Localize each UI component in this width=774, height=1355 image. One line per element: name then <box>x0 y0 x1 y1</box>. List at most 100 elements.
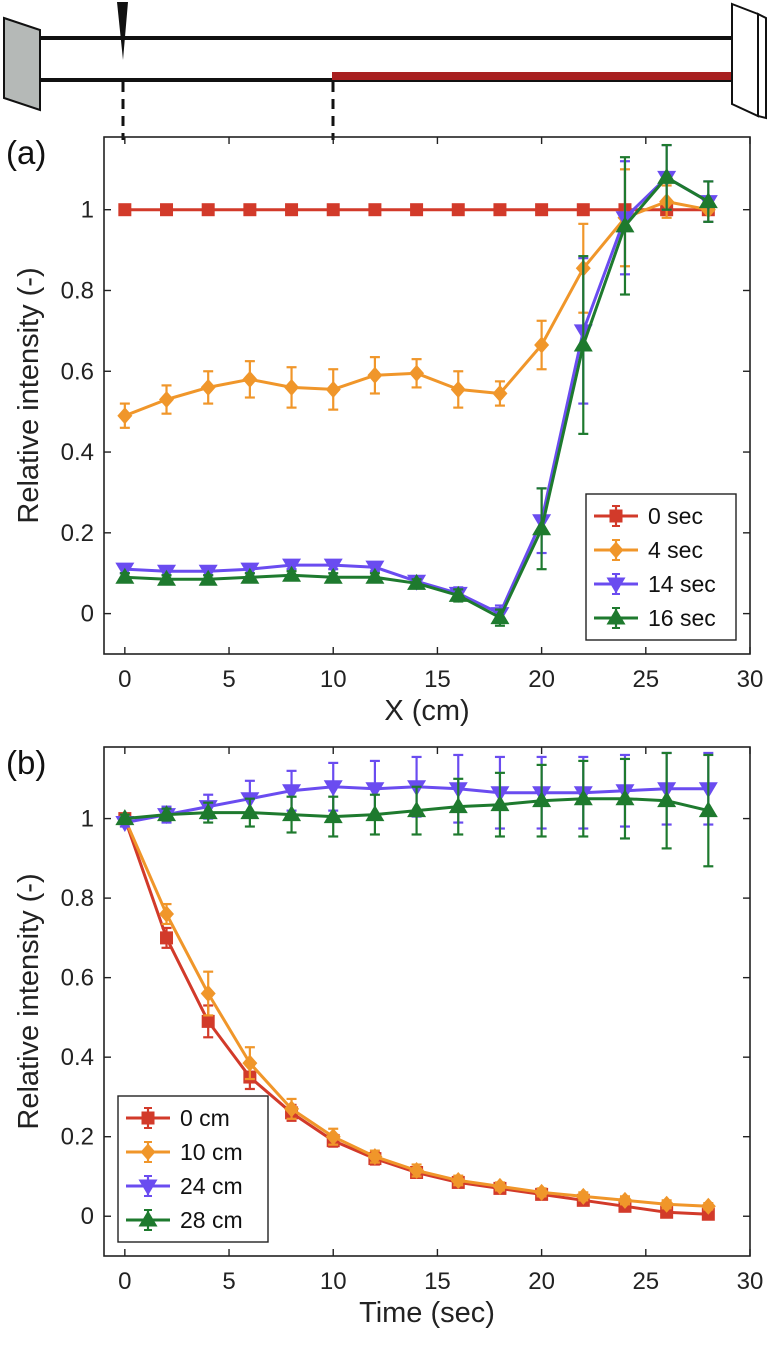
series-28-cm <box>115 751 718 868</box>
data-point <box>534 336 550 354</box>
data-point <box>242 370 258 388</box>
data-point <box>240 803 260 820</box>
legend-marker <box>138 1210 158 1227</box>
data-point <box>118 203 132 217</box>
y-tick-label: 0.8 <box>61 277 94 304</box>
data-point <box>615 216 635 233</box>
x-tick-label: 0 <box>118 1268 131 1295</box>
data-point <box>700 1197 716 1215</box>
legend-label: 24 cm <box>180 1173 243 1199</box>
data-point <box>615 789 635 806</box>
data-point <box>198 569 218 586</box>
x-tick-label: 30 <box>737 1268 764 1295</box>
data-point <box>448 585 468 602</box>
data-point <box>534 1183 550 1201</box>
data-point <box>410 203 424 217</box>
x-tick-label: 10 <box>320 666 347 693</box>
data-point <box>367 366 383 384</box>
legend-label: 16 sec <box>648 605 716 631</box>
y-tick-label: 0.4 <box>61 439 94 466</box>
data-point <box>367 1148 383 1166</box>
legend-label: 0 sec <box>648 503 703 529</box>
data-point <box>200 985 216 1003</box>
data-point <box>282 565 302 582</box>
data-point <box>284 378 300 396</box>
data-point <box>575 1187 591 1205</box>
x-tick-label: 10 <box>320 1268 347 1295</box>
x-tick-label: 20 <box>528 1268 555 1295</box>
data-point <box>365 805 385 822</box>
panel-label: (b) <box>6 744 46 781</box>
plot-frame <box>103 746 751 1257</box>
data-point <box>201 1014 215 1028</box>
left-end-cap <box>3 16 41 112</box>
data-point <box>365 782 385 799</box>
chart-b: 0 5 10 15 20 25 30 0 0.2 0.4 0.6 0.8 1 Time (sec) Rela… <box>6 744 763 1329</box>
data-point <box>157 805 177 822</box>
data-point <box>201 203 215 217</box>
data-point <box>451 203 465 217</box>
data-point <box>200 378 216 396</box>
x-tick-label: 20 <box>528 666 555 693</box>
data-point <box>282 784 302 801</box>
x-axis-label: X (cm) <box>384 695 469 727</box>
data-point <box>573 789 593 806</box>
y-axis-label: Relative intensity (-) <box>13 267 45 523</box>
data-point <box>450 380 466 398</box>
data-point <box>159 905 175 923</box>
x-axis-label: Time (sec) <box>359 1297 495 1329</box>
data-point <box>284 1100 300 1118</box>
data-point <box>492 1177 508 1195</box>
series-10-cm <box>117 810 716 1215</box>
legend-marker <box>140 1143 156 1161</box>
x-tick-label: 15 <box>424 1268 451 1295</box>
x-tick-label: 15 <box>424 666 451 693</box>
legend-label: 0 cm <box>180 1105 230 1131</box>
data-point <box>240 567 260 584</box>
legend-marker <box>608 541 624 559</box>
data-point <box>535 203 549 217</box>
data-point <box>450 1171 466 1189</box>
right-end-cap-side <box>731 2 759 118</box>
legend-marker <box>606 608 626 625</box>
data-point <box>326 203 340 217</box>
series-16-sec <box>115 143 718 627</box>
legend: 0 cm 10 cm 24 cm 28 cm <box>117 1095 269 1243</box>
data-point <box>659 1195 675 1213</box>
legend-marker <box>138 1179 158 1196</box>
y-tick-label: 0.2 <box>61 1124 94 1151</box>
data-point <box>493 203 507 217</box>
data-point <box>242 1054 258 1072</box>
legend-label: 10 cm <box>180 1139 243 1165</box>
x-tick-label: 25 <box>632 666 659 693</box>
data-point <box>490 608 510 625</box>
data-point <box>407 573 427 590</box>
y-tick-label: 0.4 <box>61 1044 94 1071</box>
y-tick-label: 0.2 <box>61 520 94 547</box>
x-tick-label: 0 <box>118 666 131 693</box>
data-point <box>698 801 718 818</box>
data-point <box>368 203 382 217</box>
data-point <box>157 569 177 586</box>
data-point <box>159 391 175 409</box>
panel-label: (a) <box>6 134 46 171</box>
data-point <box>448 797 468 814</box>
y-tick-label: 1 <box>81 806 94 833</box>
data-point <box>492 384 508 402</box>
data-point <box>243 203 257 217</box>
x-tick-label: 5 <box>222 1268 235 1295</box>
data-point <box>657 791 677 808</box>
plot-frame <box>103 136 751 655</box>
series-0-sec <box>118 203 715 217</box>
y-tick-label: 0.8 <box>61 885 94 912</box>
y-tick-label: 0 <box>81 1203 94 1230</box>
data-point <box>115 809 135 826</box>
data-point <box>532 519 552 536</box>
data-point <box>160 203 174 217</box>
data-point <box>532 791 552 808</box>
data-point <box>323 567 343 584</box>
legend-label: 28 cm <box>180 1207 243 1233</box>
x-tick-label: 5 <box>222 666 235 693</box>
data-point <box>576 203 590 217</box>
legend-marker <box>606 577 626 594</box>
